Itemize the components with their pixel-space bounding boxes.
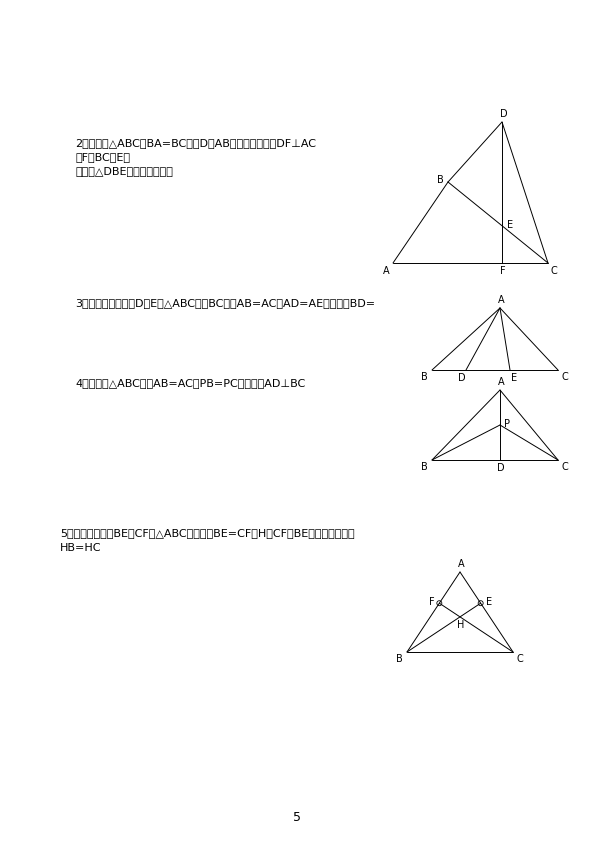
Text: 于F交BC于E，: 于F交BC于E， [75,152,130,162]
Text: E: E [511,373,517,383]
Text: H: H [458,620,465,630]
Text: F: F [428,597,434,607]
Text: A: A [383,266,389,276]
Text: C: C [516,654,524,664]
Text: 3．如图，已知：点D，E在△ABC的边BC上，AB=AC，AD=AE．求证：BD=: 3．如图，已知：点D，E在△ABC的边BC上，AB=AC，AD=AE．求证：BD… [75,298,375,308]
Text: D: D [458,373,466,383]
Text: B: B [396,654,402,664]
Text: 2．如图，△ABC中BA=BC，点D是AB延长线上一点，DF⊥AC: 2．如图，△ABC中BA=BC，点D是AB延长线上一点，DF⊥AC [75,138,316,148]
Text: A: A [497,377,505,387]
Text: 5．已知：如图，BE和CF是△ABC的高线，BE=CF，H是CF、BE的交点．求证：: 5．已知：如图，BE和CF是△ABC的高线，BE=CF，H是CF、BE的交点．求… [60,528,355,538]
Text: C: C [550,266,558,276]
Text: B: B [421,462,427,472]
Text: HB=HC: HB=HC [60,543,102,553]
Text: F: F [500,266,506,276]
Text: 4．如图：△ABC中，AB=AC，PB=PC．求证：AD⊥BC: 4．如图：△ABC中，AB=AC，PB=PC．求证：AD⊥BC [75,378,305,388]
Text: C: C [562,372,568,382]
Text: 求证：△DBE是等腰三角形．: 求证：△DBE是等腰三角形． [75,166,173,176]
Text: A: A [458,559,464,569]
Text: B: B [437,175,443,185]
Text: 5: 5 [293,811,302,824]
Text: E: E [486,597,491,607]
Text: E: E [507,220,513,230]
Text: D: D [500,109,508,119]
Text: D: D [497,463,505,473]
Text: B: B [421,372,427,382]
Text: C: C [562,462,568,472]
Text: A: A [497,295,505,305]
Text: P: P [504,419,510,429]
